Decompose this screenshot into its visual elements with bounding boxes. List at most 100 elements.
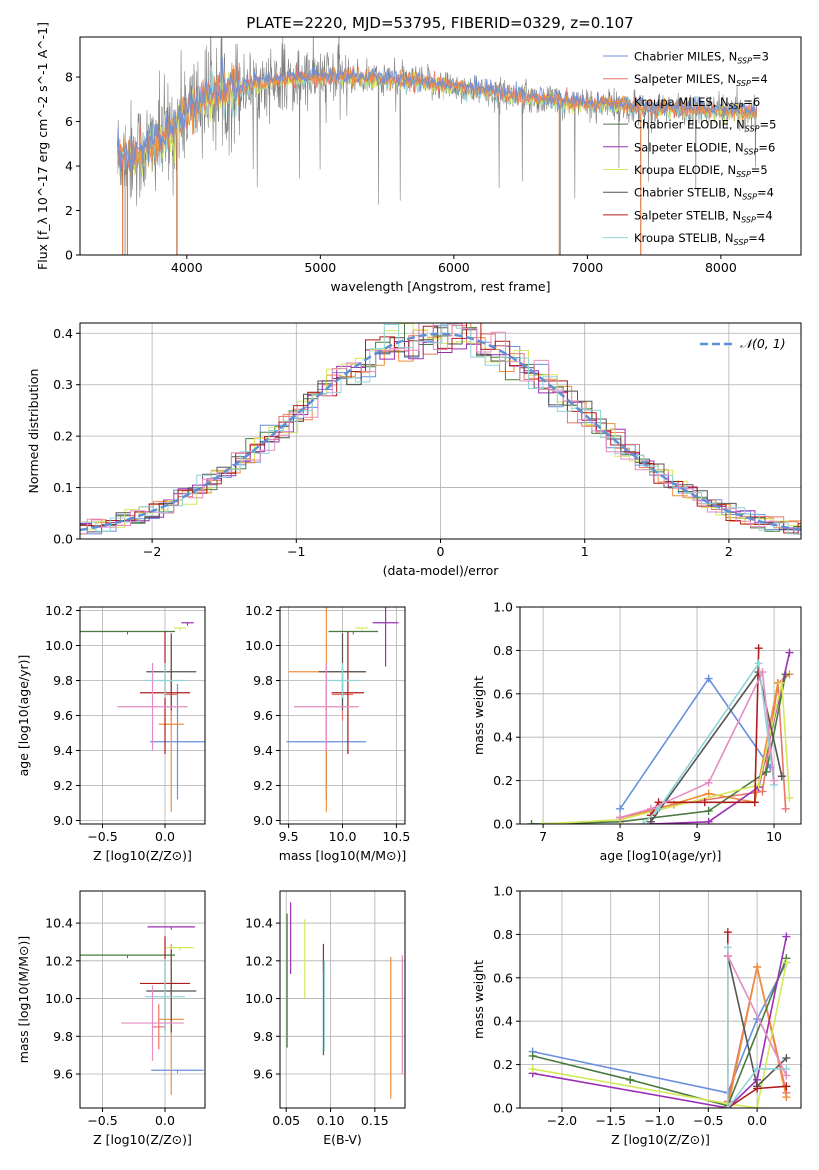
y-tick-label: 1.0 bbox=[493, 884, 513, 899]
x-tick-label: −2.0 bbox=[547, 1113, 577, 1128]
series-line bbox=[727, 955, 788, 1076]
model-spectrum-line bbox=[116, 57, 757, 172]
y-tick-label: 1.0 bbox=[493, 600, 513, 615]
series-point bbox=[704, 817, 713, 824]
x-axis-label: (data-model)/error bbox=[383, 563, 500, 578]
series-point bbox=[781, 804, 790, 813]
spectrum-frame: 4000 5000 6000 7000 8000 0 2 4 6 8 wavelength [Ang… bbox=[35, 22, 802, 294]
x-tick-label: 0.0 bbox=[155, 829, 175, 844]
y-tick-label: 9.4 bbox=[53, 743, 73, 758]
y-tick-label: 0.3 bbox=[53, 377, 73, 392]
series-point bbox=[700, 798, 709, 807]
series-point bbox=[646, 804, 655, 813]
y-tick-label: 9.2 bbox=[53, 778, 73, 793]
y-axis-label: mass weight bbox=[471, 960, 486, 1039]
y-tick-label: 9.8 bbox=[253, 1029, 273, 1044]
series-point bbox=[639, 820, 648, 824]
mass-vs-z-frame: −0.5 0.0 9.6 9.8 10.0 10.2 10.4 Z [log10(Z/Z⊙)]… bbox=[16, 890, 206, 1147]
series-line bbox=[532, 962, 788, 1108]
series-point bbox=[782, 1093, 791, 1102]
y-tick-label: 9.2 bbox=[253, 778, 273, 793]
y-tick-label: 10.0 bbox=[45, 991, 73, 1006]
legend-entry: Salpeter MILES, NSSP=4 bbox=[634, 72, 768, 88]
axes-frame bbox=[79, 36, 802, 256]
x-tick-label: 5000 bbox=[304, 260, 336, 275]
histogram-plot bbox=[80, 323, 801, 535]
y-tick-label: 6 bbox=[65, 114, 73, 129]
y-tick-label: 10.2 bbox=[245, 603, 273, 618]
ebv-segments bbox=[286, 902, 403, 1099]
x-tick-label: 1 bbox=[581, 544, 589, 559]
mass-vs-ebv-frame: 0.05 0.10 0.15 9.6 9.8 10.0 10.2 10.4 E(B-V) bbox=[245, 890, 406, 1147]
y-tick-label: 10.0 bbox=[245, 638, 273, 653]
series-point bbox=[750, 798, 759, 807]
y-tick-label: 9.8 bbox=[253, 673, 273, 688]
series-point bbox=[754, 644, 763, 653]
series-point bbox=[753, 1064, 762, 1073]
y-tick-label: 4 bbox=[65, 159, 73, 174]
series-point bbox=[758, 787, 767, 796]
x-axis-label: wavelength [Angstrom, rest frame] bbox=[330, 279, 550, 294]
x-tick-label: 0.0 bbox=[155, 1113, 175, 1128]
x-tick-label: 0 bbox=[437, 544, 445, 559]
histogram-steps bbox=[80, 327, 801, 535]
series-point bbox=[626, 1075, 635, 1084]
x-axis-label: age [log10(age/yr)] bbox=[600, 848, 722, 863]
series-point bbox=[753, 962, 762, 971]
y-tick-label: 0.2 bbox=[53, 429, 73, 444]
y-tick-label: 0.8 bbox=[493, 927, 513, 942]
histogram-steps bbox=[80, 325, 801, 535]
x-tick-label: −0.5 bbox=[693, 1113, 723, 1128]
y-axis-label: Normed distribution bbox=[26, 369, 41, 494]
x-tick-label: 4000 bbox=[171, 260, 203, 275]
series-point bbox=[723, 943, 732, 952]
y-tick-label: 9.8 bbox=[53, 673, 73, 688]
weight-vs-age-frame: 7 8 9 10 0.0 0.2 0.4 0.6 0.8 1.0 age [log10(age/yr… bbox=[471, 600, 802, 863]
age-vs-z-points bbox=[80, 622, 205, 812]
series-point bbox=[782, 1071, 791, 1080]
series-point bbox=[782, 958, 791, 967]
series-point bbox=[539, 820, 548, 824]
spectrum-legend: Chabrier MILES, NSSP=3 Salpeter MILES, NS… bbox=[603, 50, 776, 247]
x-tick-label: 10.0 bbox=[329, 829, 357, 844]
x-tick-label: 7000 bbox=[571, 260, 603, 275]
series-point bbox=[528, 1064, 537, 1073]
weight-vs-z-axes bbox=[520, 890, 801, 1109]
series-point bbox=[770, 776, 779, 785]
x-tick-label: −1.5 bbox=[596, 1113, 626, 1128]
x-tick-label: 9.5 bbox=[279, 829, 299, 844]
series-line bbox=[650, 648, 760, 816]
y-tick-label: 10.4 bbox=[45, 916, 73, 931]
x-tick-label: 9 bbox=[693, 829, 701, 844]
y-tick-label: 0.4 bbox=[493, 1014, 513, 1029]
y-axis-label: mass weight bbox=[471, 676, 486, 755]
series-point bbox=[782, 1082, 791, 1091]
weight-vs-z-frame: −2.0 −1.5 −1.0 −0.5 0.0 0.0 0.2 0.4 0.6 0.8 1.0 Z [… bbox=[471, 884, 802, 1147]
y-tick-label: 10.2 bbox=[45, 953, 73, 968]
x-axis-label: E(B-V) bbox=[323, 1132, 362, 1147]
x-tick-label: −1.0 bbox=[644, 1113, 674, 1128]
y-axis-label: mass [log10(M/M⊙)] bbox=[16, 936, 31, 1064]
series-point bbox=[782, 1054, 791, 1063]
series-point bbox=[616, 813, 625, 822]
x-tick-label: 7 bbox=[539, 829, 547, 844]
x-tick-label: −0.5 bbox=[87, 1113, 117, 1128]
x-tick-label: 0.15 bbox=[361, 1113, 389, 1128]
axes-frame bbox=[519, 890, 802, 1109]
y-tick-label: 0.1 bbox=[53, 480, 73, 495]
y-tick-label: 10.2 bbox=[45, 603, 73, 618]
legend-entry: Salpeter STELIB, NSSP=4 bbox=[634, 208, 773, 224]
histogram-steps bbox=[80, 323, 801, 535]
x-tick-label: −1 bbox=[287, 544, 305, 559]
weight-vs-z-series bbox=[528, 928, 791, 1108]
x-tick-label: 0.0 bbox=[747, 1113, 767, 1128]
legend-entry: Kroupa MILES, NSSP=6 bbox=[634, 95, 760, 111]
x-tick-label: 10.5 bbox=[382, 829, 410, 844]
axes-frame bbox=[519, 606, 802, 825]
series-point bbox=[777, 678, 786, 687]
y-tick-label: 0.6 bbox=[493, 970, 513, 985]
x-axis-label: Z [log10(Z/Z⊙)] bbox=[93, 848, 192, 863]
series-point bbox=[785, 648, 794, 657]
series-point bbox=[723, 928, 732, 937]
legend-entry: 𝒩(0, 1) bbox=[740, 336, 786, 351]
